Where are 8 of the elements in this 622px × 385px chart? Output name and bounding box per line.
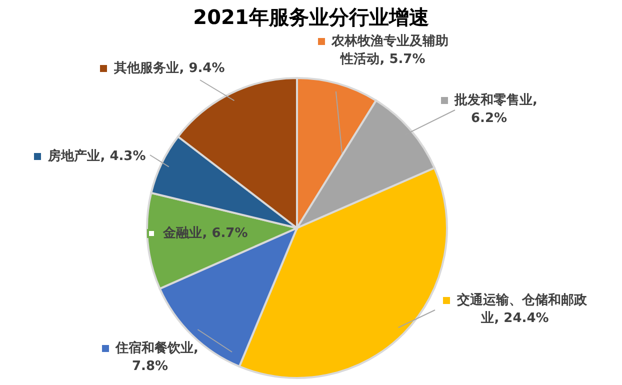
legend-label: 金融业, 6.7% [163, 226, 248, 241]
legend-label: 住宿和餐饮业, 7.8% [116, 341, 198, 374]
legend-label: 农林牧渔专业及辅助性活动, 5.7% [332, 34, 448, 67]
legend-label: 交通运输、仓储和邮政业, 24.4% [457, 293, 587, 326]
legend-label: 批发和零售业, 6.2% [454, 93, 538, 126]
legend-label: 房地产业, 4.3% [48, 149, 146, 164]
chart-title: 2021年服务业分行业增速 [192, 4, 430, 31]
legend-label: 其他服务业, 9.4% [114, 61, 225, 76]
